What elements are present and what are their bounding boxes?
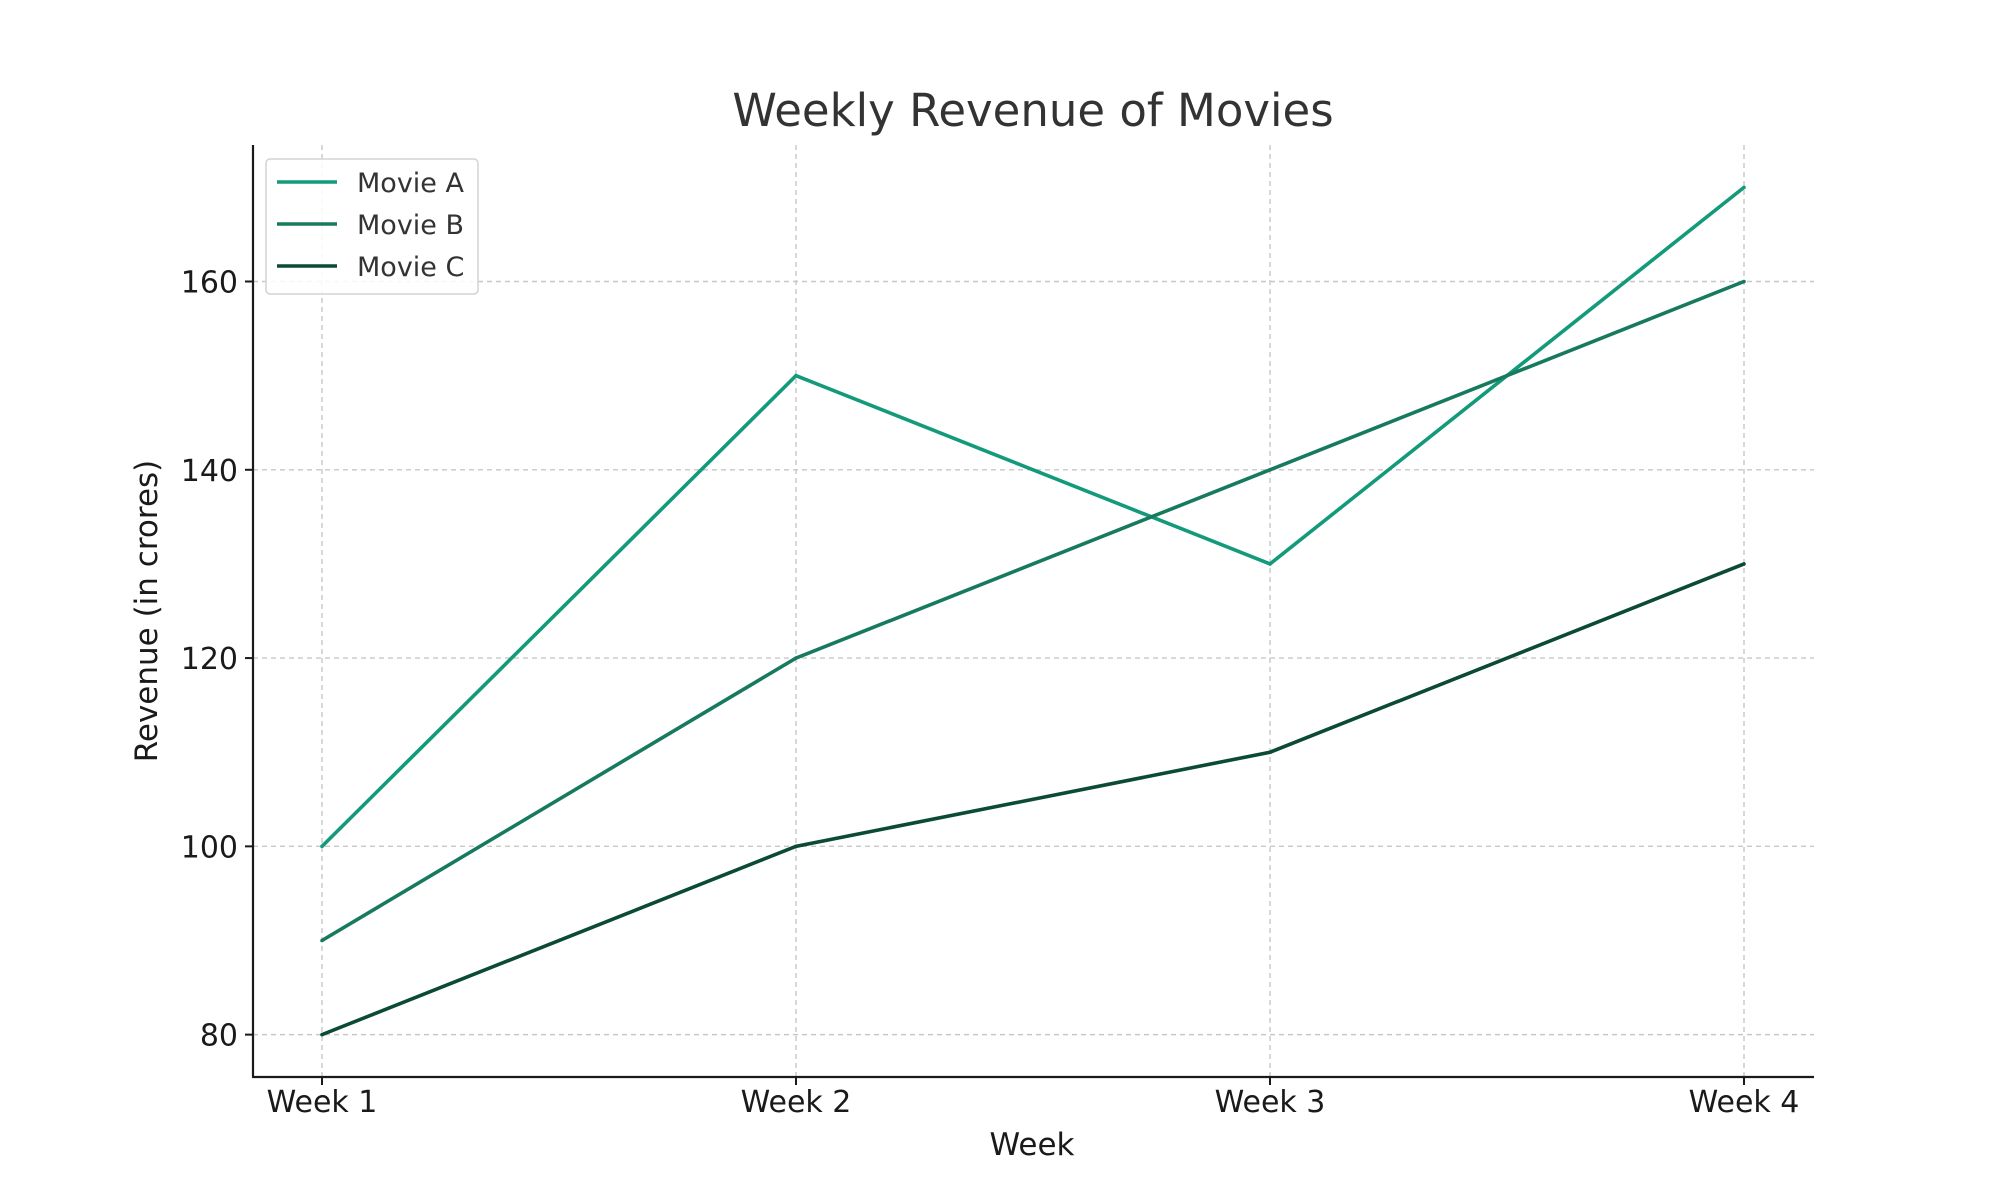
x-axis-title: Week: [990, 1127, 1075, 1163]
data-point: [794, 656, 798, 660]
y-axis-title: Revenue (in crores): [129, 460, 165, 763]
x-ticks: Week 1 Week 2 Week 3 Week 4: [267, 1077, 1800, 1120]
data-point: [1268, 562, 1272, 566]
y-tick-label: 140: [181, 454, 238, 489]
data-point: [794, 844, 798, 849]
grid: [253, 145, 1814, 1077]
data-point: [1268, 467, 1272, 472]
axes: [251, 145, 1814, 1079]
legend-label-movie-a: Movie A: [357, 168, 464, 199]
x-tick-label: Week 1: [267, 1085, 378, 1120]
x-tick-label: Week 4: [1689, 1085, 1800, 1120]
y-tick-label: 120: [181, 642, 238, 677]
series-line-movie-a: [320, 185, 1746, 848]
data-point: [1742, 185, 1746, 190]
y-tick-label: 80: [200, 1019, 238, 1054]
data-point: [1742, 562, 1746, 566]
data-point: [794, 373, 798, 378]
legend-label-movie-c: Movie C: [357, 252, 464, 283]
legend-box: [265, 158, 479, 295]
data-point: [320, 938, 324, 943]
legend-label-movie-b: Movie B: [357, 210, 464, 241]
data-point: [1268, 750, 1272, 755]
y-tick-label: 100: [181, 830, 238, 865]
chart-title: Weekly Revenue of Movies: [732, 84, 1333, 137]
series-line-movie-b: [321, 279, 1745, 943]
series-line-movie-c: [321, 562, 1745, 1037]
y-tick-label: 160: [181, 266, 238, 301]
x-tick-label: Week 3: [1215, 1085, 1326, 1120]
series-lines: [320, 185, 1746, 1037]
data-point: [1742, 279, 1746, 284]
legend: Movie A Movie B Movie C: [265, 158, 479, 295]
data-point: [320, 1032, 324, 1037]
x-tick-label: Week 2: [741, 1085, 852, 1120]
y-ticks: 80 100 120 140 160: [181, 266, 253, 1054]
data-point: [320, 844, 324, 849]
